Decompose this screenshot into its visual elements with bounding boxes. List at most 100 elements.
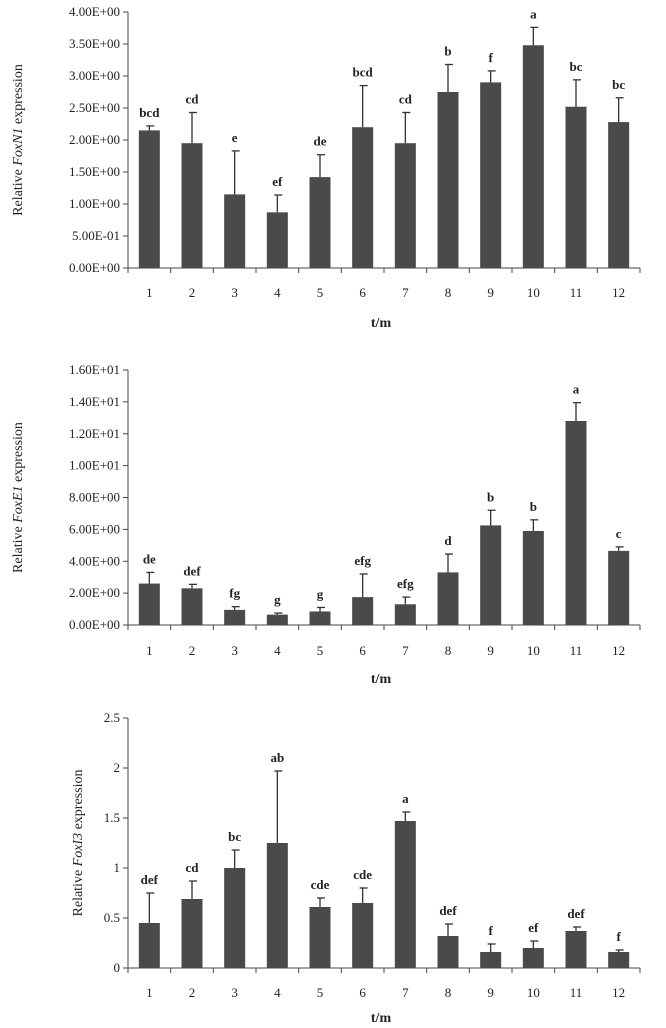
y-axis-label-gene: FoxN1: [11, 128, 26, 167]
chart-2: 0.00E+00 2.00E+00 4.00E+00 6.00E+00 8.00E+00…: [11, 362, 641, 687]
bar: [608, 122, 630, 268]
y-tick-label: 0: [114, 960, 121, 975]
x-tick-label: 10: [527, 285, 540, 300]
significance-label: bcd: [353, 65, 374, 80]
bar: [138, 583, 160, 625]
x-tick-label: 12: [612, 285, 625, 300]
significance-label: g: [317, 586, 324, 601]
significance-label: bc: [228, 829, 241, 844]
bar: [266, 843, 288, 968]
significance-label: f: [616, 929, 621, 944]
significance-label: g: [274, 592, 281, 607]
significance-label: ef: [528, 920, 539, 935]
y-tick-label: 3.50E+00: [69, 36, 120, 51]
bar: [224, 609, 246, 625]
y-tick-label: 6.00E+00: [69, 521, 120, 536]
bar: [522, 45, 544, 268]
x-tick-label: 3: [231, 285, 238, 300]
x-axis-label: t/m: [371, 672, 392, 687]
y-tick-label: 0.00E+00: [69, 617, 120, 632]
y-tick-label: 5.00E-01: [72, 228, 120, 243]
bar: [394, 604, 416, 625]
significance-label: e: [232, 130, 238, 145]
x-tick-label: 6: [359, 643, 366, 658]
y-tick-label: 1.5: [104, 810, 120, 825]
bar: [437, 936, 459, 968]
x-tick-label: 5: [317, 643, 324, 658]
y-tick-label: 0.00E+00: [69, 260, 120, 275]
x-tick-label: 7: [402, 643, 409, 658]
x-tick-label: 7: [402, 985, 409, 1000]
x-tick-label: 5: [317, 985, 324, 1000]
y-axis-label-suffix: expression: [11, 64, 26, 127]
bar: [394, 821, 416, 968]
significance-label: def: [439, 903, 457, 918]
y-axis-label-prefix: Relative: [11, 523, 26, 573]
y-axis-label-suffix: expression: [11, 422, 26, 485]
bar: [266, 614, 288, 625]
bar: [352, 597, 374, 625]
x-tick-label: 4: [274, 285, 281, 300]
x-tick-label: 3: [231, 985, 238, 1000]
bar: [522, 948, 544, 968]
x-tick-label: 8: [445, 285, 452, 300]
significance-label: bc: [570, 59, 583, 74]
bar: [138, 923, 160, 968]
significance-label: d: [444, 533, 452, 548]
x-tick-label: 7: [402, 285, 409, 300]
x-tick-label: 11: [570, 285, 583, 300]
y-tick-label: 1.00E+00: [69, 196, 120, 211]
y-tick-label: 0.5: [104, 910, 120, 925]
y-axis-label-prefix: Relative: [11, 166, 26, 216]
y-tick-label: 3.00E+00: [69, 68, 120, 83]
bar: [352, 903, 374, 968]
y-tick-label: 2: [114, 760, 121, 775]
chart-3: 0 0.5 1 1.5 2 2.5 def 1 cd 2 bc 3 ab 4 cde 5 cde 6 a 7 def 8 f…: [71, 710, 641, 1026]
significance-label: b: [487, 489, 494, 504]
bar: [608, 952, 630, 968]
bar: [565, 931, 587, 968]
significance-label: c: [616, 526, 622, 541]
significance-label: def: [183, 563, 201, 578]
bar: [352, 127, 374, 268]
y-axis-label-suffix: expression: [71, 770, 86, 833]
x-tick-label: 5: [317, 285, 324, 300]
bar: [181, 588, 203, 625]
significance-label: cd: [399, 91, 413, 106]
y-tick-label: 4.00E+00: [69, 4, 120, 19]
x-tick-label: 9: [487, 985, 494, 1000]
y-tick-label: 2.50E+00: [69, 100, 120, 115]
significance-label: ef: [272, 174, 283, 189]
bar: [608, 550, 630, 625]
x-tick-label: 8: [445, 643, 452, 658]
significance-label: bc: [612, 77, 625, 92]
bar: [522, 530, 544, 625]
significance-label: cd: [186, 860, 200, 875]
bar: [480, 952, 502, 968]
significance-label: cde: [311, 877, 330, 892]
y-tick-label: 1.20E+01: [69, 426, 120, 441]
x-tick-label: 1: [146, 985, 153, 1000]
significance-label: b: [530, 499, 537, 514]
y-axis-label-gene: FoxI3: [71, 833, 86, 867]
significance-label: f: [488, 923, 493, 938]
significance-label: a: [530, 6, 537, 21]
bar: [309, 907, 331, 968]
significance-label: efg: [354, 553, 371, 568]
significance-label: efg: [397, 576, 414, 591]
bar: [309, 611, 331, 625]
y-tick-label: 8.00E+00: [69, 490, 120, 505]
x-tick-label: 11: [570, 643, 583, 658]
y-tick-label: 4.00E+00: [69, 553, 120, 568]
y-tick-label: 2.5: [104, 710, 120, 725]
x-tick-label: 12: [612, 985, 625, 1000]
y-tick-label: 2.00E+00: [69, 132, 120, 147]
y-tick-label: 1.50E+00: [69, 164, 120, 179]
y-tick-label: 1: [114, 860, 121, 875]
bar: [394, 143, 416, 268]
x-tick-label: 1: [146, 285, 153, 300]
x-tick-label: 11: [570, 985, 583, 1000]
x-tick-label: 1: [146, 643, 153, 658]
x-tick-label: 6: [359, 985, 366, 1000]
